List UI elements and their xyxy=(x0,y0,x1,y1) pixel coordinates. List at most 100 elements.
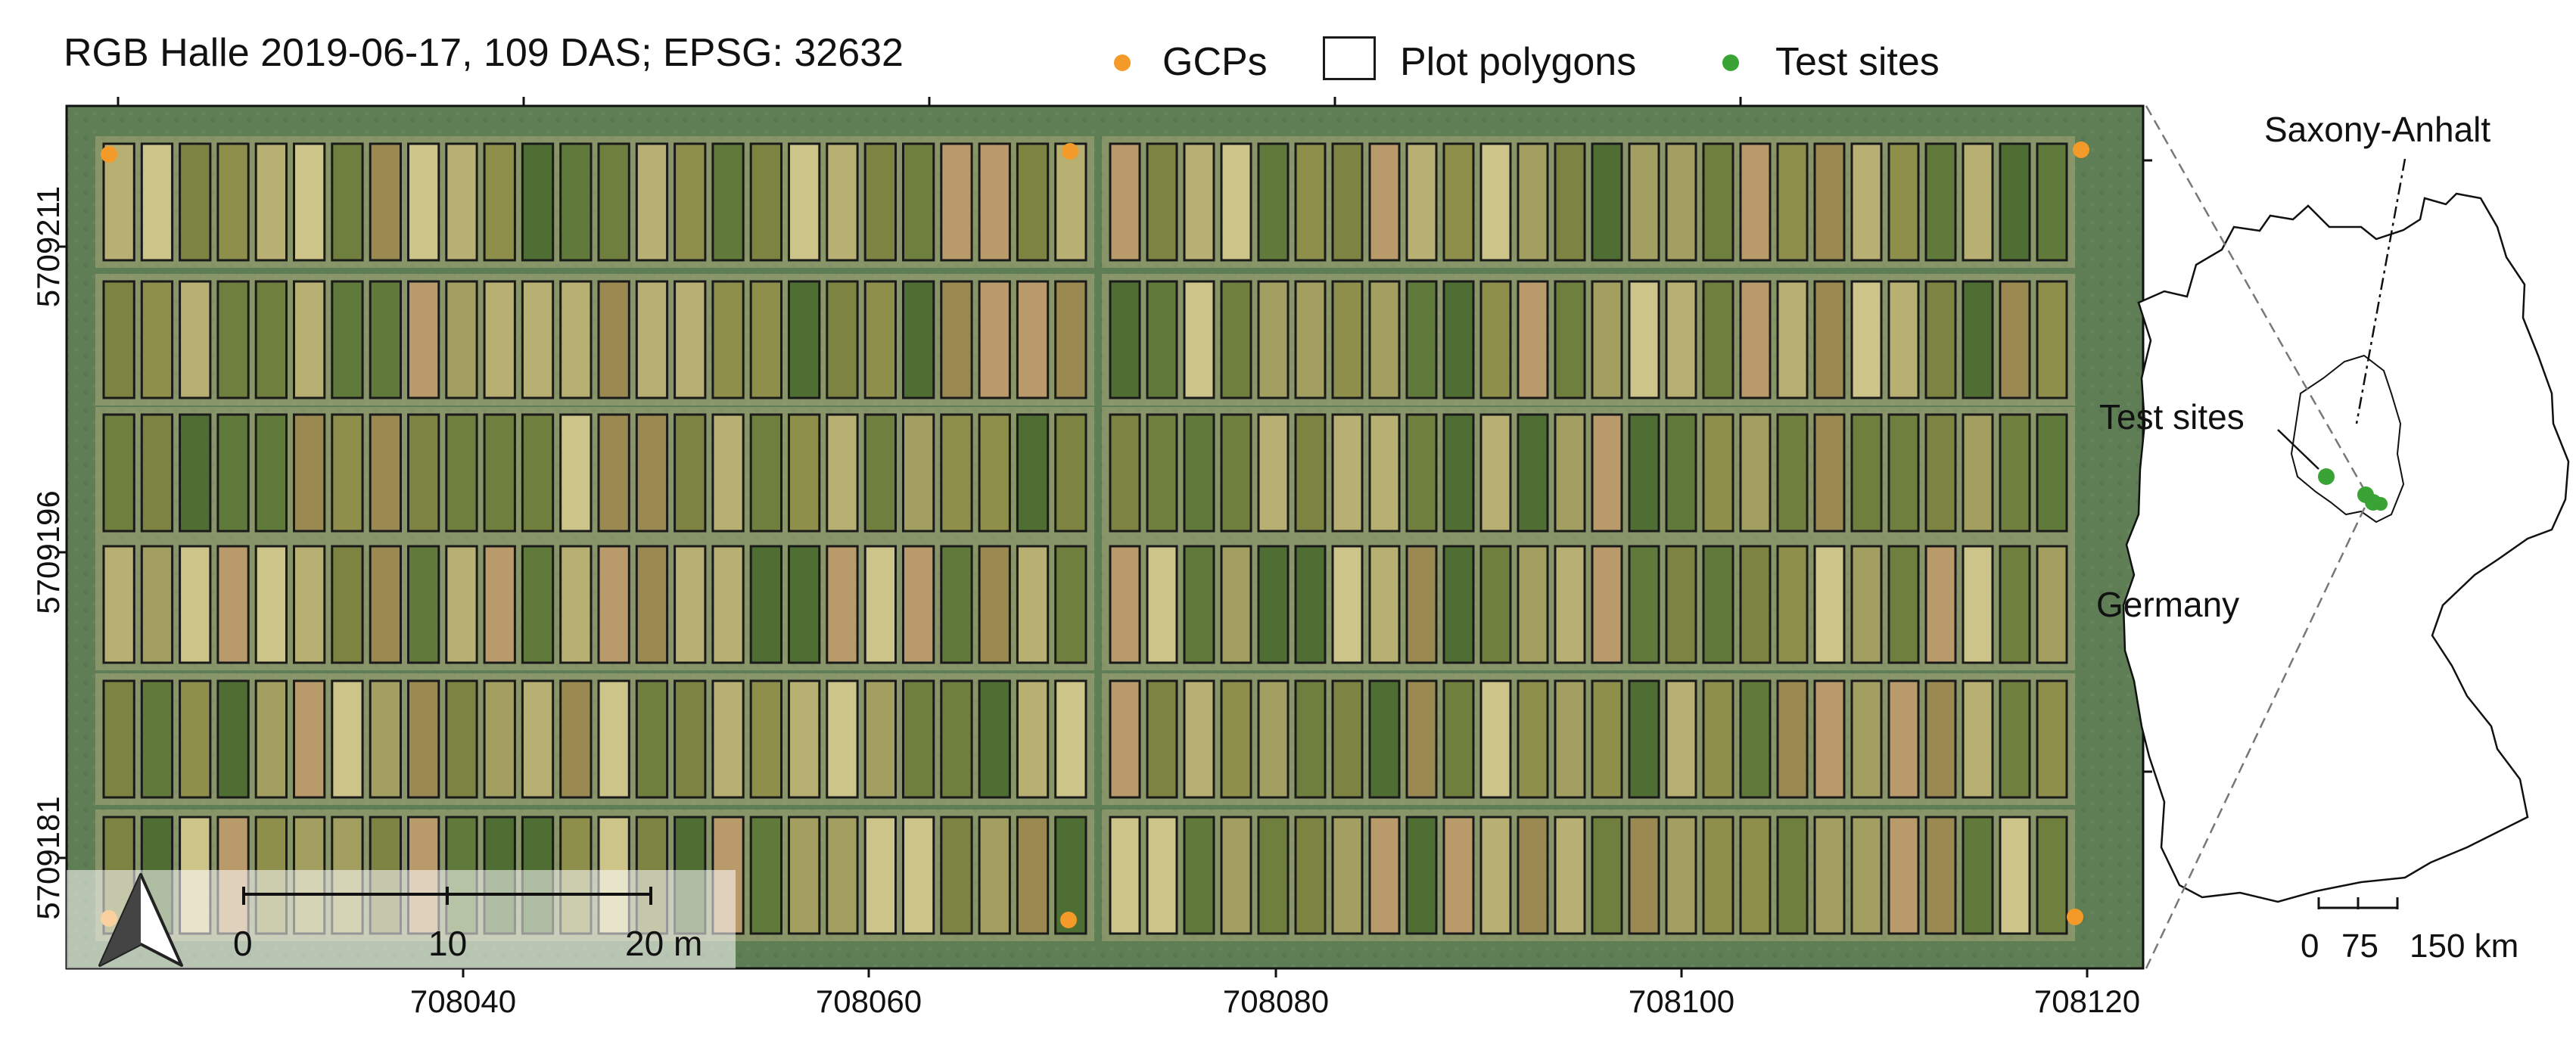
plot-polygon xyxy=(1739,816,1772,935)
plot-polygon xyxy=(1442,545,1475,664)
inset-scale-label-75: 75 xyxy=(2341,928,2378,965)
plot-polygon xyxy=(1776,816,1809,935)
plot-polygon xyxy=(483,413,516,533)
plot-polygon xyxy=(216,413,250,533)
plot-polygon xyxy=(863,679,897,799)
plot-polygon xyxy=(635,280,669,399)
plot-polygon xyxy=(788,280,821,399)
plot-polygon xyxy=(483,679,516,799)
plot-polygon xyxy=(978,280,1011,399)
plot-polygon xyxy=(1479,679,1512,799)
plot-polygon xyxy=(1702,679,1734,799)
plot-polygon xyxy=(1776,280,1809,399)
plot-polygon xyxy=(1739,679,1772,799)
plot-polygon xyxy=(674,679,707,799)
plot-polygon xyxy=(826,816,859,935)
plot-polygon xyxy=(902,816,935,935)
plot-polygon xyxy=(597,280,630,399)
x-tick-708100: 708100 xyxy=(1628,984,1735,1019)
plot-polygon xyxy=(1962,545,1994,664)
plot-polygon xyxy=(711,142,745,262)
plot-polygon xyxy=(711,280,745,399)
plot-polygon xyxy=(1924,280,1957,399)
inset-pointer-top xyxy=(2145,105,2369,496)
plot-polygon xyxy=(2036,816,2068,935)
map-title: RGB Halle 2019-06-17, 109 DAS; EPSG: 326… xyxy=(64,31,904,75)
plot-polygon xyxy=(140,142,174,262)
plot-polygon xyxy=(597,679,630,799)
plot-polygon xyxy=(1479,142,1512,262)
plot-polygon xyxy=(749,816,783,935)
plot-polygon xyxy=(1702,142,1734,262)
plot-polygon xyxy=(635,679,669,799)
plot-polygon xyxy=(1850,679,1883,799)
plot-polygon xyxy=(1887,142,1920,262)
plot-polygon xyxy=(1146,142,1178,262)
plot-polygon xyxy=(1331,545,1364,664)
plot-polygon xyxy=(788,413,821,533)
plot-polygon xyxy=(1813,816,1846,935)
plot-polygon xyxy=(1220,545,1252,664)
plot-polygon xyxy=(1016,413,1050,533)
plot-polygon xyxy=(788,142,821,262)
plot-polygon xyxy=(1813,413,1846,533)
x-tick-708080: 708080 xyxy=(1222,984,1330,1019)
plot-polygon xyxy=(1739,142,1772,262)
plot-polygon xyxy=(1702,280,1734,399)
plot-polygon xyxy=(1054,545,1087,664)
plot-polygon xyxy=(407,413,440,533)
plot-polygon xyxy=(1850,142,1883,262)
plot-polygon xyxy=(1517,413,1549,533)
plot-polygon xyxy=(1405,142,1438,262)
plot-polygon xyxy=(1220,413,1252,533)
plot-polygon xyxy=(749,679,783,799)
plot-polygon xyxy=(293,679,326,799)
plot-polygon xyxy=(1294,816,1327,935)
plot-polygon xyxy=(559,679,593,799)
inset-map xyxy=(2122,105,2570,969)
plot-polygon xyxy=(1665,816,1697,935)
plot-polygon xyxy=(369,679,403,799)
plot-polygon xyxy=(254,545,288,664)
plot-polygon xyxy=(331,142,364,262)
plot-polygon xyxy=(1628,816,1660,935)
plot-polygon xyxy=(369,545,403,664)
plot-polygon xyxy=(826,142,859,262)
plot-polygon xyxy=(788,679,821,799)
plot-polygon xyxy=(1628,413,1660,533)
plot-polygon xyxy=(1257,816,1290,935)
plot-polygon xyxy=(179,545,212,664)
gcp-marker xyxy=(101,146,117,163)
plot-polygon xyxy=(1999,545,2031,664)
plot-polygon xyxy=(1999,679,2031,799)
plot-polygon xyxy=(1850,545,1883,664)
inset-country-label: Germany xyxy=(2096,585,2240,624)
plot-polygon xyxy=(140,413,174,533)
plot-polygon xyxy=(902,545,935,664)
plot-polygon xyxy=(407,545,440,664)
plot-polygon xyxy=(978,545,1011,664)
plot-polygon xyxy=(445,280,478,399)
x-tick-708120: 708120 xyxy=(2033,984,2141,1019)
plot-polygon xyxy=(863,413,897,533)
plot-polygon xyxy=(1591,545,1623,664)
plot-polygon xyxy=(1665,142,1697,262)
plot-polygon xyxy=(674,280,707,399)
plot-polygon xyxy=(521,280,555,399)
inset-scale-label-0: 0 xyxy=(2301,928,2319,965)
plot-polygon xyxy=(1517,280,1549,399)
plot-polygon xyxy=(1442,679,1475,799)
plot-polygon xyxy=(102,280,135,399)
plot-polygon xyxy=(254,413,288,533)
plot-polygon xyxy=(331,679,364,799)
scalebar-panel xyxy=(67,870,736,968)
plot-polygon xyxy=(1517,545,1549,664)
plot-polygon xyxy=(1368,679,1401,799)
plot-polygon xyxy=(521,679,555,799)
plot-polygon xyxy=(1257,280,1290,399)
plot-polygon xyxy=(1628,142,1660,262)
plot-polygon xyxy=(254,679,288,799)
plot-polygon xyxy=(1183,142,1215,262)
plot-polygon xyxy=(1331,142,1364,262)
